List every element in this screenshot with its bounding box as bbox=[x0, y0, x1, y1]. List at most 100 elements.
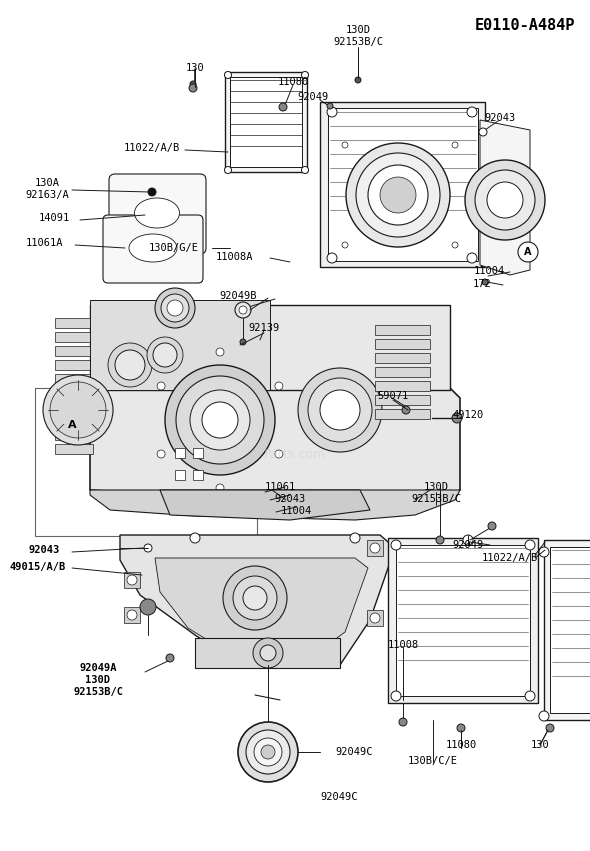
Bar bbox=[124, 607, 140, 623]
Circle shape bbox=[157, 382, 165, 390]
Ellipse shape bbox=[135, 198, 179, 228]
Bar bbox=[320, 102, 485, 267]
Circle shape bbox=[465, 160, 545, 240]
Circle shape bbox=[144, 544, 152, 552]
Text: 92043: 92043 bbox=[28, 545, 60, 555]
Bar bbox=[544, 540, 590, 720]
Circle shape bbox=[346, 143, 450, 247]
Bar bbox=[35, 388, 257, 536]
Bar bbox=[90, 305, 450, 390]
Circle shape bbox=[391, 540, 401, 550]
Text: A: A bbox=[68, 420, 76, 430]
Circle shape bbox=[487, 182, 523, 218]
Circle shape bbox=[223, 566, 287, 630]
Circle shape bbox=[539, 547, 549, 557]
Circle shape bbox=[161, 294, 189, 322]
Circle shape bbox=[165, 365, 275, 475]
Circle shape bbox=[452, 142, 458, 148]
Circle shape bbox=[457, 724, 465, 732]
Bar bbox=[124, 572, 140, 588]
Text: 92153B/C: 92153B/C bbox=[411, 494, 461, 504]
Text: 130B/C/E: 130B/C/E bbox=[408, 756, 458, 766]
Circle shape bbox=[60, 413, 84, 437]
Circle shape bbox=[225, 167, 231, 174]
Bar bbox=[367, 540, 383, 556]
FancyBboxPatch shape bbox=[109, 174, 206, 254]
Text: 92049A: 92049A bbox=[79, 663, 117, 673]
Circle shape bbox=[140, 599, 156, 615]
Text: 92139: 92139 bbox=[248, 323, 280, 333]
Circle shape bbox=[155, 288, 195, 328]
Bar bbox=[367, 610, 383, 626]
Circle shape bbox=[275, 382, 283, 390]
Circle shape bbox=[235, 302, 251, 318]
Polygon shape bbox=[120, 535, 395, 668]
Circle shape bbox=[399, 718, 407, 726]
Circle shape bbox=[190, 390, 250, 450]
Circle shape bbox=[355, 77, 361, 83]
Circle shape bbox=[350, 533, 360, 543]
Bar bbox=[55, 332, 93, 342]
Circle shape bbox=[176, 376, 264, 464]
Circle shape bbox=[157, 450, 165, 458]
Bar bbox=[55, 360, 93, 370]
Bar bbox=[55, 374, 93, 384]
Circle shape bbox=[216, 348, 224, 356]
Text: 92049B: 92049B bbox=[219, 291, 257, 301]
Text: 14091: 14091 bbox=[38, 213, 70, 223]
Bar bbox=[55, 444, 93, 454]
Circle shape bbox=[253, 638, 283, 668]
Text: 92049: 92049 bbox=[297, 92, 329, 102]
Circle shape bbox=[525, 691, 535, 701]
Circle shape bbox=[166, 654, 174, 662]
Bar bbox=[90, 300, 270, 390]
Text: 92153B/C: 92153B/C bbox=[333, 37, 383, 47]
Circle shape bbox=[327, 253, 337, 263]
Circle shape bbox=[238, 722, 298, 782]
Circle shape bbox=[260, 645, 276, 661]
Bar bbox=[55, 346, 93, 356]
Text: 59071: 59071 bbox=[378, 391, 409, 401]
Text: 130: 130 bbox=[186, 63, 204, 73]
Bar bbox=[550, 547, 590, 713]
Circle shape bbox=[233, 576, 277, 620]
Circle shape bbox=[127, 575, 137, 585]
Polygon shape bbox=[90, 490, 460, 520]
Text: 92043: 92043 bbox=[484, 113, 516, 123]
Circle shape bbox=[167, 300, 183, 316]
Bar bbox=[55, 416, 93, 426]
Text: 11008: 11008 bbox=[388, 640, 419, 650]
Circle shape bbox=[452, 413, 462, 423]
Circle shape bbox=[327, 107, 337, 117]
Text: 130: 130 bbox=[530, 740, 549, 750]
Text: 11004: 11004 bbox=[473, 266, 504, 276]
Circle shape bbox=[240, 339, 246, 345]
Circle shape bbox=[463, 535, 473, 545]
Text: 49120: 49120 bbox=[453, 410, 484, 420]
Circle shape bbox=[225, 71, 231, 78]
Circle shape bbox=[546, 724, 554, 732]
Text: 11080: 11080 bbox=[277, 77, 309, 87]
Bar bbox=[175, 448, 185, 458]
Text: 11061A: 11061A bbox=[25, 238, 63, 248]
Circle shape bbox=[127, 610, 137, 620]
Circle shape bbox=[301, 167, 309, 174]
Bar bbox=[175, 470, 185, 480]
Circle shape bbox=[488, 522, 496, 530]
Text: 172: 172 bbox=[473, 279, 491, 289]
Circle shape bbox=[243, 586, 267, 610]
Circle shape bbox=[279, 103, 287, 111]
Bar bbox=[375, 353, 430, 363]
Text: 130D: 130D bbox=[424, 482, 448, 492]
Circle shape bbox=[202, 402, 238, 438]
Circle shape bbox=[254, 738, 282, 766]
Circle shape bbox=[308, 378, 372, 442]
Circle shape bbox=[298, 368, 382, 452]
Circle shape bbox=[148, 188, 156, 196]
Text: 130D: 130D bbox=[86, 675, 110, 685]
Circle shape bbox=[301, 71, 309, 78]
Circle shape bbox=[261, 745, 275, 759]
Text: 92163/A: 92163/A bbox=[25, 190, 69, 200]
Polygon shape bbox=[155, 558, 368, 654]
Polygon shape bbox=[90, 388, 460, 508]
